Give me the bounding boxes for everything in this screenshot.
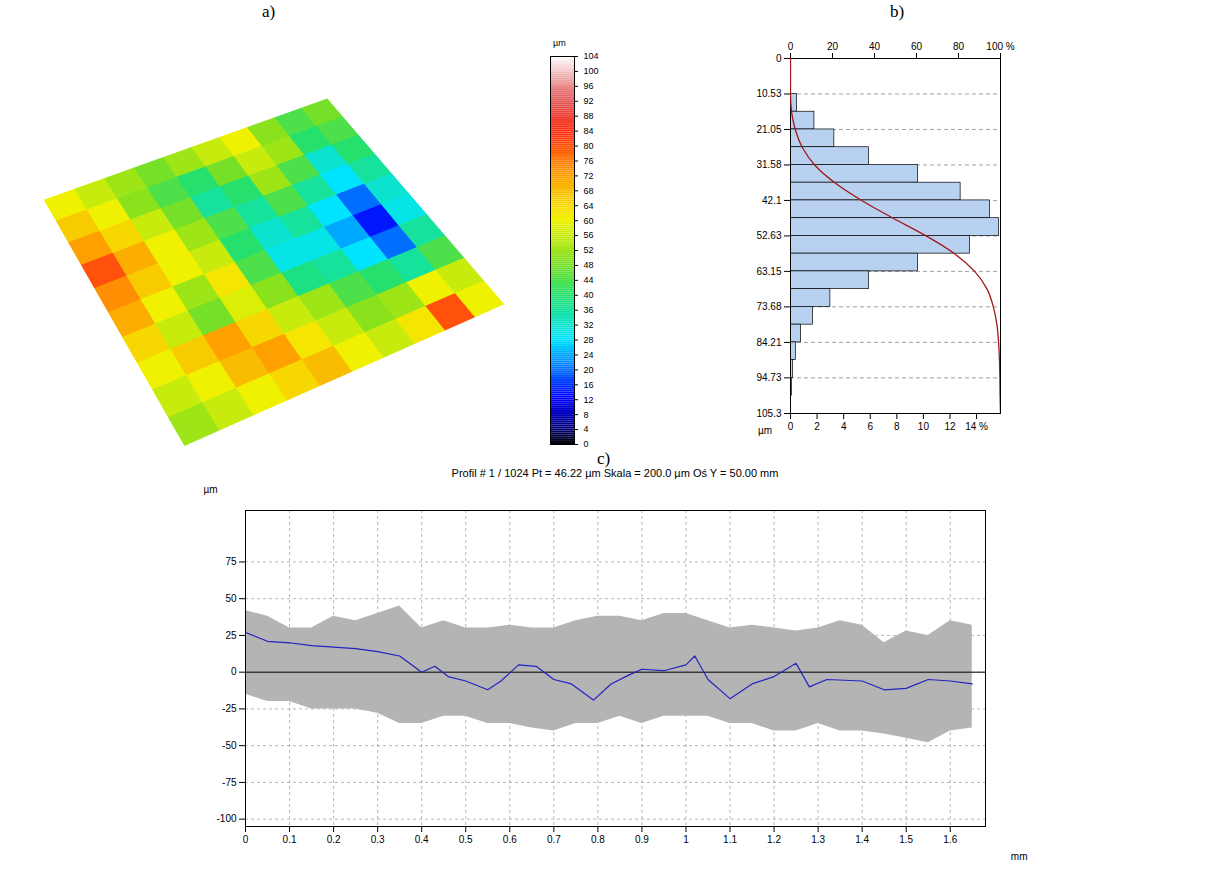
- svg-text:-25: -25: [222, 703, 237, 714]
- svg-text:36: 36: [584, 305, 594, 315]
- svg-text:42.1: 42.1: [762, 195, 782, 206]
- svg-text:80: 80: [584, 141, 594, 151]
- svg-text:40: 40: [584, 290, 594, 300]
- svg-text:-50: -50: [222, 740, 237, 751]
- svg-text:21.05: 21.05: [756, 124, 781, 135]
- svg-text:64: 64: [584, 201, 594, 211]
- svg-text:1: 1: [683, 834, 689, 845]
- svg-text:0: 0: [243, 834, 249, 845]
- svg-text:12: 12: [944, 421, 956, 432]
- svg-text:25: 25: [225, 630, 237, 641]
- svg-text:100: 100: [584, 66, 599, 76]
- svg-text:0: 0: [788, 41, 794, 52]
- svg-text:24: 24: [584, 350, 594, 360]
- svg-text:0.3: 0.3: [371, 834, 385, 845]
- svg-text:40: 40: [869, 41, 881, 52]
- html-text:a): a): [262, 2, 276, 21]
- svg-text:10: 10: [918, 421, 930, 432]
- svg-text:52.63: 52.63: [756, 230, 781, 241]
- svg-text:100 %: 100 %: [986, 41, 1014, 52]
- svg-text:0.5: 0.5: [459, 834, 473, 845]
- svg-text:1.5: 1.5: [899, 834, 913, 845]
- svg-text:-100: -100: [216, 813, 236, 824]
- svg-text:20: 20: [827, 41, 839, 52]
- svg-text:76: 76: [584, 156, 594, 166]
- svg-text:104: 104: [584, 51, 599, 61]
- svg-text:0.8: 0.8: [591, 834, 605, 845]
- html-text:c): c): [597, 449, 611, 468]
- svg-text:0: 0: [776, 53, 782, 64]
- svg-text:52: 52: [584, 245, 594, 255]
- svg-text:80: 80: [953, 41, 965, 52]
- svg-text:60: 60: [911, 41, 923, 52]
- svg-text:1.4: 1.4: [855, 834, 869, 845]
- svg-text:56: 56: [584, 230, 594, 240]
- svg-text:88: 88: [584, 111, 594, 121]
- svg-text:60: 60: [584, 216, 594, 226]
- svg-text:14 %: 14 %: [965, 421, 988, 432]
- svg-text:0: 0: [788, 421, 794, 432]
- svg-text:75: 75: [225, 556, 237, 567]
- svg-text:50: 50: [225, 593, 237, 604]
- svg-text:1.6: 1.6: [943, 834, 957, 845]
- svg-text:73.68: 73.68: [756, 301, 781, 312]
- svg-text:8: 8: [894, 421, 900, 432]
- svg-text:8: 8: [584, 410, 589, 420]
- html-text:µm: µm: [758, 425, 773, 436]
- svg-text:16: 16: [584, 380, 594, 390]
- svg-text:0.9: 0.9: [635, 834, 649, 845]
- svg-text:0.1: 0.1: [283, 834, 297, 845]
- svg-text:72: 72: [584, 171, 594, 181]
- svg-text:94.73: 94.73: [756, 372, 781, 383]
- svg-text:31.58: 31.58: [756, 159, 781, 170]
- svg-text:68: 68: [584, 186, 594, 196]
- svg-text:1.2: 1.2: [767, 834, 781, 845]
- svg-text:105.3: 105.3: [756, 408, 781, 419]
- svg-text:0: 0: [231, 666, 237, 677]
- html-text:µm: µm: [553, 38, 566, 48]
- svg-text:4: 4: [584, 424, 589, 434]
- svg-text:10.53: 10.53: [756, 88, 781, 99]
- svg-text:84.21: 84.21: [756, 337, 781, 348]
- svg-text:48: 48: [584, 260, 594, 270]
- svg-text:0: 0: [584, 439, 589, 449]
- svg-text:µm: µm: [204, 484, 218, 495]
- svg-text:84: 84: [584, 126, 594, 136]
- svg-text:20: 20: [584, 365, 594, 375]
- svg-text:mm: mm: [1011, 851, 1028, 862]
- html-text:b): b): [890, 2, 905, 21]
- svg-text:4: 4: [841, 421, 847, 432]
- svg-text:32: 32: [584, 320, 594, 330]
- svg-text:12: 12: [584, 395, 594, 405]
- svg-text:1.1: 1.1: [723, 834, 737, 845]
- svg-text:0.7: 0.7: [547, 834, 561, 845]
- svg-text:96: 96: [584, 81, 594, 91]
- svg-text:0.4: 0.4: [415, 834, 429, 845]
- svg-text:63.15: 63.15: [756, 266, 781, 277]
- html-text:Profil # 1 / 1024 Pt = 46.22 µ: Profil # 1 / 1024 Pt = 46.22 µm Skala = …: [451, 467, 779, 479]
- svg-text:0.6: 0.6: [503, 834, 517, 845]
- svg-text:2: 2: [814, 421, 820, 432]
- svg-text:92: 92: [584, 96, 594, 106]
- svg-text:44: 44: [584, 275, 594, 285]
- svg-text:1.3: 1.3: [811, 834, 825, 845]
- svg-text:28: 28: [584, 335, 594, 345]
- svg-text:0.2: 0.2: [327, 834, 341, 845]
- svg-text:6: 6: [867, 421, 873, 432]
- svg-text:-75: -75: [222, 777, 237, 788]
